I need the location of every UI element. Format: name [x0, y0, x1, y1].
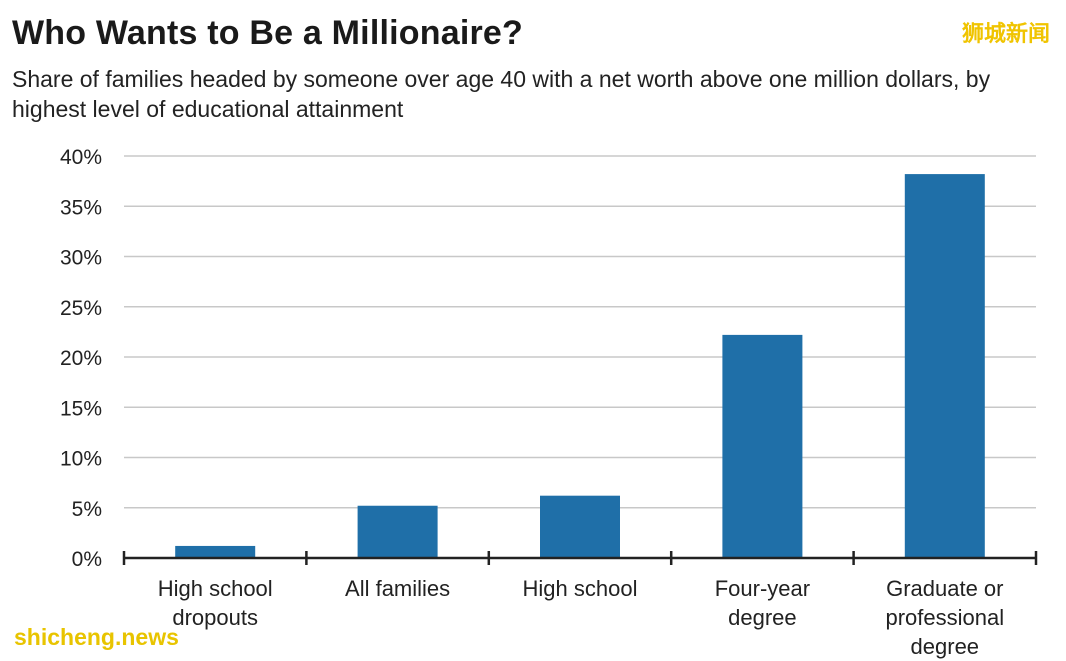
- bar-0: [175, 545, 256, 558]
- y-tick-label-25: 25%: [60, 297, 102, 320]
- chart-subtitle: Share of families headed by someone over…: [12, 66, 991, 122]
- x-category-label-4: Graduate or professional degree: [885, 576, 1004, 659]
- bar-1: [357, 505, 438, 558]
- y-tick-label-0: 0%: [72, 548, 102, 571]
- watermark-top: 狮城新闻: [961, 22, 1050, 47]
- y-tick-label-20: 20%: [60, 347, 102, 370]
- x-category-label-1: All families: [345, 576, 450, 601]
- x-category-label-2: High school: [523, 576, 638, 601]
- bar-2: [540, 495, 620, 558]
- bar-4: [904, 174, 985, 558]
- y-tick-label-40: 40%: [60, 146, 102, 169]
- bar-3: [722, 334, 803, 558]
- y-tick-label-10: 10%: [60, 448, 102, 471]
- x-category-label-0: High school dropouts: [158, 576, 273, 630]
- x-category-label-3: Four-year degree: [715, 576, 810, 630]
- y-tick-label-30: 30%: [60, 247, 102, 270]
- chart-title: Who Wants to Be a Millionaire?: [12, 14, 523, 52]
- y-tick-label-5: 5%: [72, 498, 102, 521]
- watermark-bottom: shicheng.news: [14, 624, 179, 650]
- y-tick-label-35: 35%: [60, 196, 102, 219]
- y-tick-label-15: 15%: [60, 397, 102, 420]
